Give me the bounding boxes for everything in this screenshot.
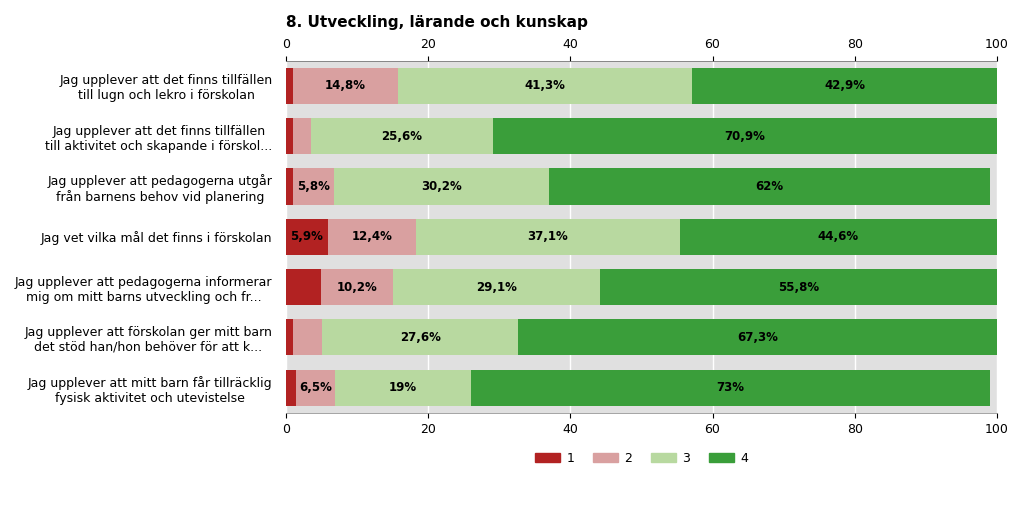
- Text: 37,1%: 37,1%: [527, 230, 568, 244]
- Bar: [286, 68, 293, 104]
- Bar: [398, 68, 692, 104]
- Bar: [692, 68, 997, 104]
- Bar: [286, 118, 293, 154]
- Text: 44,6%: 44,6%: [818, 230, 859, 244]
- Text: 5,8%: 5,8%: [297, 180, 330, 193]
- Bar: [518, 319, 997, 356]
- Text: 14,8%: 14,8%: [325, 79, 366, 93]
- Text: 41,3%: 41,3%: [524, 79, 565, 93]
- Text: 29,1%: 29,1%: [476, 280, 517, 294]
- Bar: [286, 219, 328, 255]
- Bar: [293, 168, 334, 205]
- Text: 67,3%: 67,3%: [737, 331, 778, 344]
- Text: 25,6%: 25,6%: [381, 130, 422, 143]
- Text: 30,2%: 30,2%: [421, 180, 462, 193]
- Bar: [471, 370, 990, 406]
- Bar: [286, 269, 321, 305]
- Text: 42,9%: 42,9%: [824, 79, 865, 93]
- Bar: [293, 68, 398, 104]
- Text: 10,2%: 10,2%: [337, 280, 377, 294]
- Bar: [416, 219, 680, 255]
- Bar: [322, 319, 518, 356]
- Text: 62%: 62%: [756, 180, 783, 193]
- Bar: [310, 118, 493, 154]
- Bar: [293, 118, 310, 154]
- Text: 55,8%: 55,8%: [778, 280, 819, 294]
- Bar: [286, 319, 293, 356]
- Bar: [321, 269, 393, 305]
- Bar: [293, 319, 322, 356]
- Bar: [296, 370, 336, 406]
- Bar: [600, 269, 997, 305]
- Legend: 1, 2, 3, 4: 1, 2, 3, 4: [530, 447, 753, 470]
- Text: 19%: 19%: [389, 381, 417, 394]
- Bar: [328, 219, 416, 255]
- Text: 73%: 73%: [717, 381, 744, 394]
- Bar: [393, 269, 600, 305]
- Text: 8. Utveckling, lärande och kunskap: 8. Utveckling, lärande och kunskap: [286, 15, 588, 30]
- Bar: [493, 118, 997, 154]
- Bar: [334, 168, 549, 205]
- Bar: [680, 219, 997, 255]
- Text: 12,4%: 12,4%: [351, 230, 392, 244]
- Bar: [549, 168, 990, 205]
- Bar: [286, 168, 293, 205]
- Bar: [336, 370, 471, 406]
- Text: 27,6%: 27,6%: [399, 331, 440, 344]
- Text: 6,5%: 6,5%: [299, 381, 333, 394]
- Bar: [286, 370, 296, 406]
- Text: 5,9%: 5,9%: [290, 230, 324, 244]
- Text: 70,9%: 70,9%: [724, 130, 765, 143]
